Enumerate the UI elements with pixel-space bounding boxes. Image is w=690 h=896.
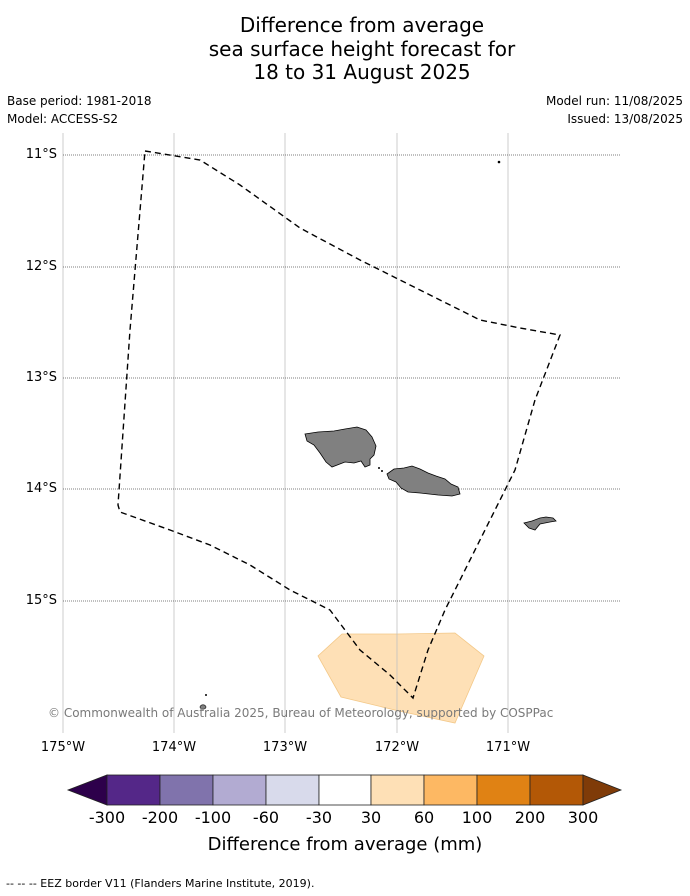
colorbar-tick: -200: [141, 808, 179, 827]
colorbar-tick: 100: [461, 808, 493, 827]
colorbar-segment: [159, 774, 214, 806]
colorbar-segment: [106, 774, 161, 806]
chart-title: Difference from average sea surface heig…: [0, 13, 690, 85]
lat-label: 11°S: [25, 147, 57, 162]
colorbar-segment: [265, 774, 320, 806]
lon-label: 172°W: [374, 740, 420, 755]
issued-date: Issued: 13/08/2025: [567, 112, 683, 126]
model-run: Model run: 11/08/2025: [545, 94, 683, 108]
colorbar-tick: 60: [413, 808, 435, 827]
colorbar-min-extension: [66, 774, 108, 806]
eez-footnote: -- -- -- EEZ border V11 (Flanders Marine…: [6, 877, 315, 890]
colorbar-segment: [423, 774, 478, 806]
lon-label: 174°W: [151, 740, 197, 755]
lon-label: 171°W: [485, 740, 531, 755]
colorbar-max-extension: [582, 774, 623, 806]
colorbar-segment: [212, 774, 267, 806]
anomaly-region: [317, 632, 485, 724]
upolu-island: [386, 465, 461, 497]
lon-label: 173°W: [262, 740, 308, 755]
colorbar-segment: [318, 774, 372, 806]
longitude-gridlines: [62, 133, 509, 733]
colorbar-tick: -300: [88, 808, 126, 827]
lat-label: 13°S: [25, 370, 57, 385]
colorbar: [66, 774, 623, 806]
eez-border: [117, 150, 561, 700]
colorbar-segment: [529, 774, 584, 806]
colorbar-tick: -30: [305, 808, 333, 827]
colorbar-tick: 30: [360, 808, 382, 827]
copyright-notice: © Commonwealth of Australia 2025, Bureau…: [48, 706, 554, 720]
colorbar-label: Difference from average (mm): [207, 834, 483, 855]
lat-label: 14°S: [25, 481, 57, 496]
tutuila-island: [523, 516, 557, 531]
lat-label: 12°S: [25, 259, 57, 274]
lat-label: 15°S: [25, 593, 57, 608]
lon-label: 175°W: [40, 740, 86, 755]
title-line-1: Difference from average: [239, 13, 485, 37]
colorbar-segment: [476, 774, 531, 806]
savaii-island: [304, 426, 377, 468]
small-islets: [199, 160, 501, 710]
colorbar-tick: 200: [514, 808, 546, 827]
model-name: Model: ACCESS-S2: [7, 112, 119, 126]
colorbar-segment: [370, 774, 425, 806]
colorbar-tick: -60: [252, 808, 280, 827]
colorbar-tick: -100: [194, 808, 232, 827]
title-line-3: 18 to 31 August 2025: [253, 60, 471, 84]
title-line-2: sea surface height forecast for: [208, 36, 516, 61]
colorbar-tick: 300: [567, 808, 599, 827]
base-period: Base period: 1981-2018: [7, 94, 152, 108]
latitude-gridlines: [63, 154, 620, 602]
